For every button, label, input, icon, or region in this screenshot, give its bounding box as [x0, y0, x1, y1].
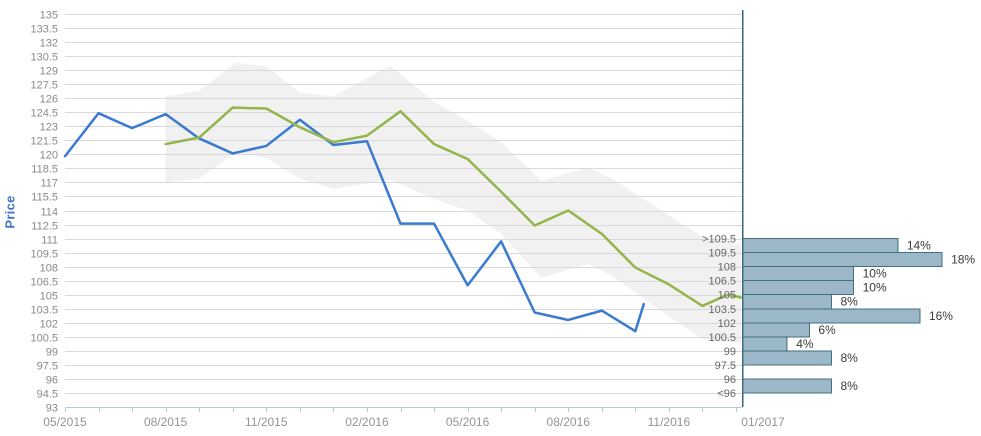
- y-axis-label: 118.5: [31, 164, 58, 176]
- histogram-bin-label: 99: [724, 346, 736, 358]
- histogram-bin-label: 102: [718, 318, 736, 330]
- x-axis-label: 11/2016: [648, 415, 691, 429]
- histogram-bin-label: 103.5: [708, 304, 736, 316]
- histogram-bar[interactable]: [742, 266, 855, 282]
- y-axis-label: 99: [46, 347, 58, 359]
- price-forecast-line[interactable]: [164, 106, 743, 308]
- y-axis-label: 115.5: [31, 192, 58, 204]
- y-axis-label: 133.5: [30, 24, 58, 36]
- x-axis-label: 05/2016: [446, 415, 490, 429]
- y-axis-label: 126: [40, 94, 58, 106]
- histogram-bar[interactable]: [742, 378, 832, 394]
- y-axis-label: 102: [40, 319, 58, 331]
- y-axis-label: 100.5: [30, 333, 58, 345]
- histogram-bar-label: 18%: [951, 253, 975, 267]
- histogram-bin-label: <96: [717, 388, 736, 400]
- histogram-bar-label: 16%: [929, 309, 953, 323]
- y-axis-label: 132: [40, 38, 58, 50]
- histogram-bar[interactable]: [742, 280, 855, 296]
- y-axis-label: 130.5: [30, 52, 58, 64]
- y-axis-label: 93: [46, 403, 58, 415]
- y-axis-label: 103.5: [30, 305, 58, 317]
- y-axis-label: 105: [40, 291, 58, 303]
- y-axis-label: 129: [40, 66, 58, 78]
- histogram-bin-label: >109.5: [702, 234, 736, 246]
- histogram-bar-label: 8%: [840, 351, 858, 365]
- histogram-bin-label: 108: [718, 262, 736, 274]
- histogram-bin-label: 96: [724, 374, 736, 386]
- x-axis-label: 02/2016: [345, 415, 389, 429]
- y-axis-label: 123: [40, 122, 58, 134]
- histogram-bar-label: 10%: [863, 267, 887, 281]
- y-axis-title: Price: [2, 195, 18, 229]
- histogram-bar[interactable]: [742, 252, 943, 268]
- histogram-bar[interactable]: [742, 238, 899, 254]
- y-axis-label: 114: [40, 207, 58, 219]
- forecast-date-label: 01/2017: [741, 415, 785, 429]
- histogram-bin-label: 105: [718, 290, 736, 302]
- histogram-bar[interactable]: [742, 336, 788, 352]
- price-history-line[interactable]: [63, 111, 645, 333]
- y-axis-label: 108: [40, 263, 58, 275]
- y-axis-label: 94.5: [37, 389, 58, 401]
- histogram-bar-label: 6%: [818, 323, 836, 337]
- histogram-bin-label: 106.5: [708, 276, 736, 288]
- x-axis-label: 08/2016: [547, 415, 591, 429]
- y-axis-label: 112.5: [31, 221, 58, 233]
- y-axis-label: 135: [40, 10, 58, 22]
- y-axis-label: 127.5: [30, 80, 58, 92]
- y-axis-label: 124.5: [30, 108, 58, 120]
- histogram-bar-label: 10%: [863, 281, 887, 295]
- histogram-bar[interactable]: [742, 350, 832, 366]
- histogram-bar[interactable]: [742, 308, 921, 324]
- histogram-bin-label: 97.5: [715, 360, 736, 372]
- y-axis-label: 106.5: [30, 277, 58, 289]
- x-axis-label: 05/2015: [43, 415, 87, 429]
- histogram-bar-label: 14%: [907, 239, 931, 253]
- x-axis-label: 08/2015: [144, 415, 188, 429]
- y-axis-label: 117: [40, 178, 58, 190]
- y-axis-label: 111: [41, 235, 58, 247]
- histogram-bin-label: 109.5: [708, 248, 736, 260]
- y-axis-label: 120: [40, 150, 58, 162]
- histogram-bar-label: 8%: [840, 295, 858, 309]
- histogram-bar-label: 8%: [840, 379, 858, 393]
- x-axis-label: 11/2015: [245, 415, 288, 429]
- histogram-bar[interactable]: [742, 294, 832, 310]
- y-axis-label: 97.5: [37, 361, 58, 373]
- y-axis-label: 96: [46, 375, 58, 387]
- y-axis-label: 109.5: [30, 249, 58, 261]
- histogram-bin-label: 100.5: [708, 332, 736, 344]
- histogram-bar-label: 4%: [796, 337, 814, 351]
- forecast-range-band: [165, 62, 742, 344]
- histogram-bar[interactable]: [742, 322, 810, 338]
- y-axis-label: 121.5: [30, 136, 58, 148]
